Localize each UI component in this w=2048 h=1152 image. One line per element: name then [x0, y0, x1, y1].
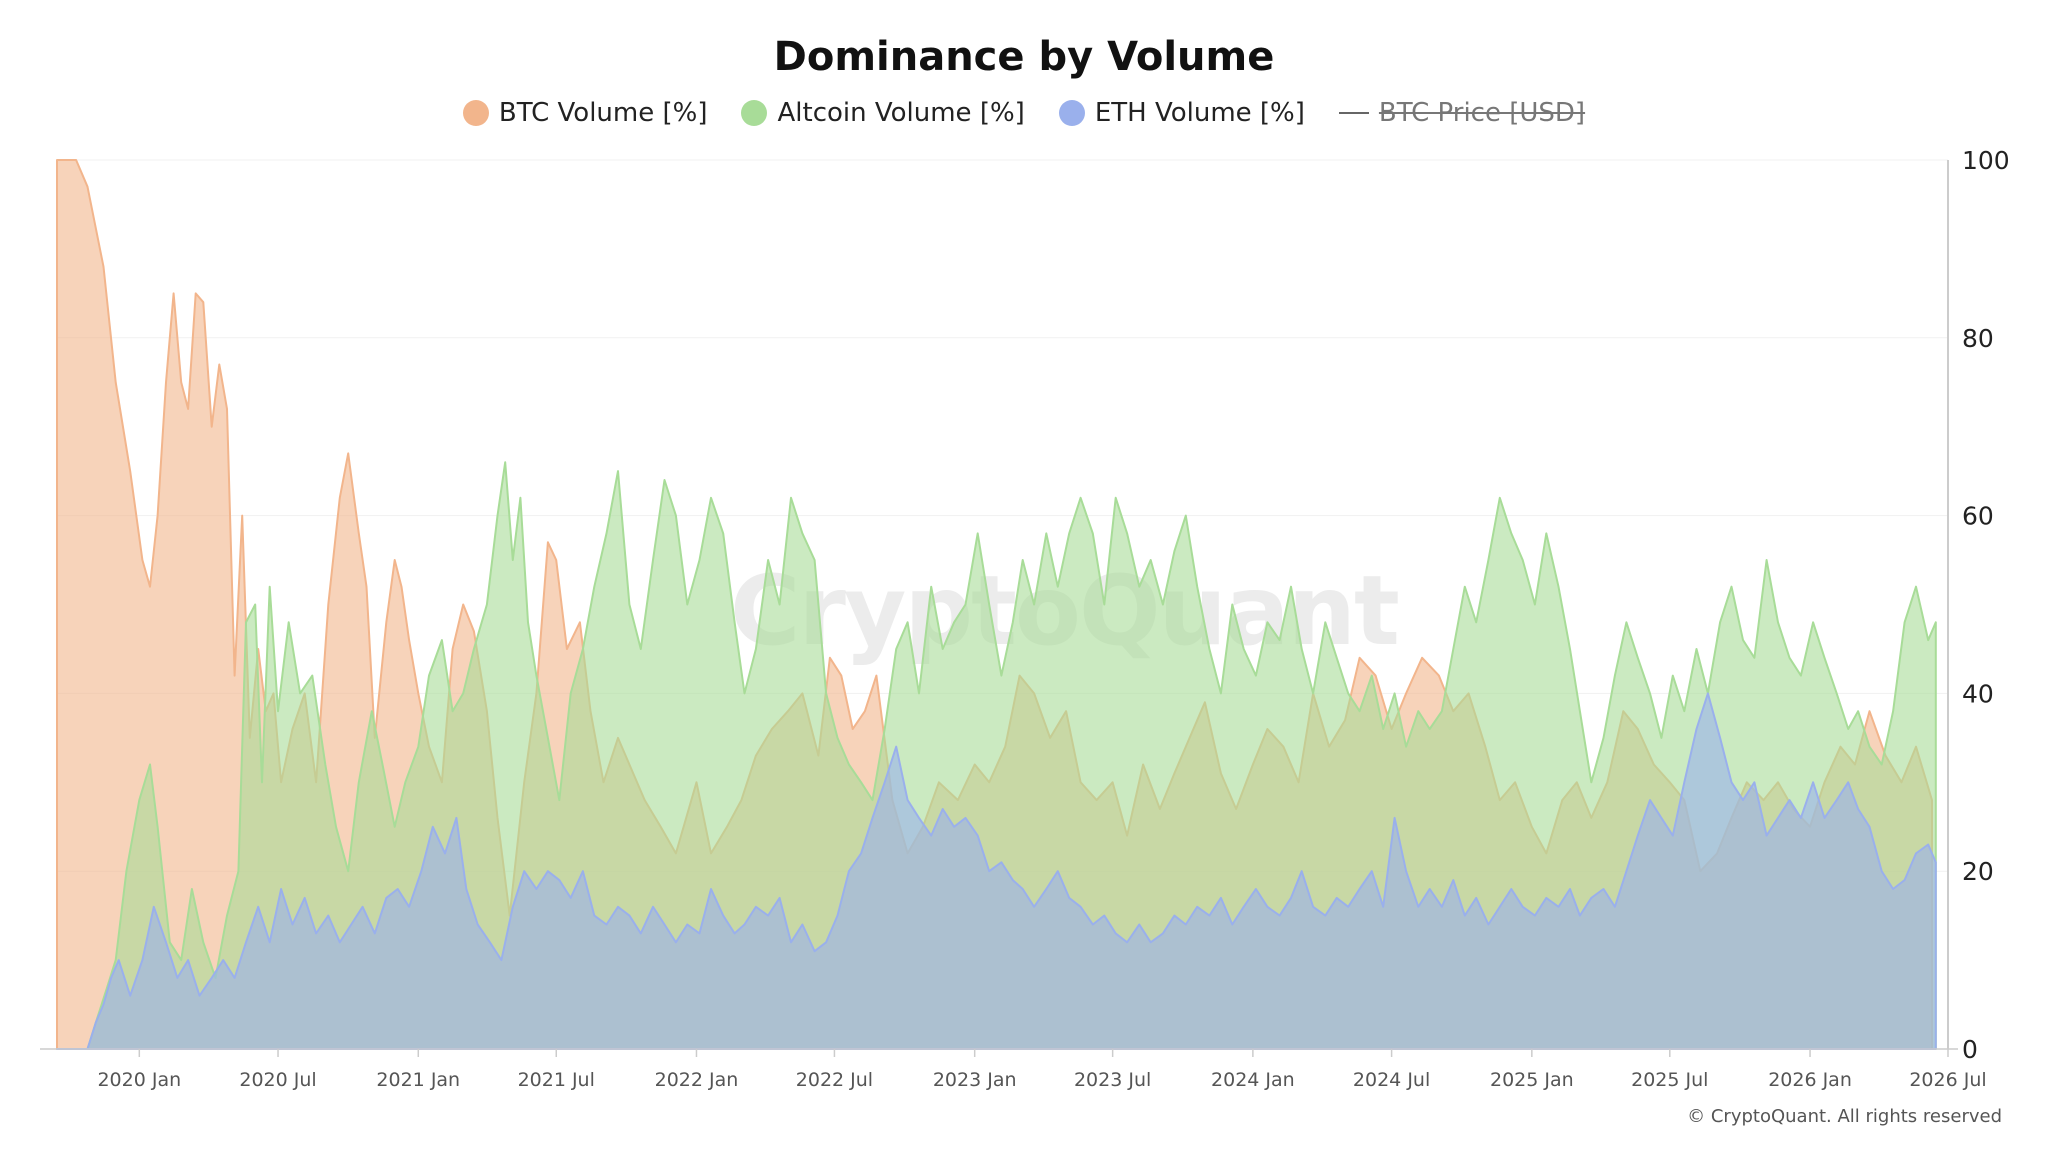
legend-marker-eth-volume [1058, 100, 1085, 126]
series-areas [56, 159, 1937, 1050]
x-tick-label: 2022 Jul [796, 1069, 873, 1091]
legend-marker-btc-volume [462, 100, 489, 126]
y-tick-label: 100 [1962, 146, 2010, 175]
x-tick-label: 2023 Jan [933, 1069, 1017, 1091]
legend-item-btc-price[interactable]: BTC Price [USD] [1338, 98, 1586, 128]
legend-label-btc-price: BTC Price [USD] [1378, 98, 1586, 128]
x-tick-label: 2026 Jan [1768, 1069, 1852, 1091]
x-tick-label: 2020 Jan [97, 1069, 181, 1091]
x-tick-label: 2024 Jul [1353, 1069, 1430, 1091]
y-tick-label: 0 [1962, 1035, 1978, 1064]
x-tick-label: 2020 Jul [239, 1069, 316, 1091]
y-tick-label: 80 [1962, 324, 1994, 353]
x-tick-label: 2025 Jan [1490, 1069, 1574, 1091]
y-tick-label: 20 [1962, 857, 1994, 886]
legend-marker-altcoin-volume [741, 100, 768, 126]
x-tick-label: 2023 Jul [1074, 1069, 1151, 1091]
legend-item-altcoin-volume[interactable]: Altcoin Volume [%] [741, 98, 1025, 128]
copyright-credit: © CryptoQuant. All rights reserved [1687, 1106, 2002, 1127]
legend-item-btc-volume[interactable]: BTC Volume [%] [462, 98, 708, 128]
legend-marker-btc-price [1338, 112, 1369, 114]
x-tick-label: 2022 Jan [655, 1069, 739, 1091]
x-tick-label: 2025 Jul [1631, 1069, 1708, 1091]
legend-item-eth-volume[interactable]: ETH Volume [%] [1058, 98, 1305, 128]
series-area-2 [56, 692, 1937, 1050]
legend-label-eth-volume: ETH Volume [%] [1094, 98, 1305, 128]
x-tick-label: 2024 Jan [1211, 1069, 1295, 1091]
chart-title: Dominance by Volume [773, 34, 1275, 80]
y-tick-label: 40 [1962, 679, 1994, 708]
x-tick-label: 2026 Jul [1909, 1069, 1986, 1091]
x-tick-label: 2021 Jan [376, 1069, 460, 1091]
y-tick-label: 60 [1962, 502, 1994, 531]
x-tick-label: 2021 Jul [518, 1069, 595, 1091]
legend: BTC Volume [%] Altcoin Volume [%] ETH Vo… [0, 98, 2048, 128]
legend-label-altcoin-volume: Altcoin Volume [%] [777, 98, 1025, 128]
legend-label-btc-volume: BTC Volume [%] [498, 98, 708, 128]
axes: 0 20 40 60 80 100 2020 Jan 2020 Jul 2021 Jan 2021… [40, 146, 2010, 1091]
